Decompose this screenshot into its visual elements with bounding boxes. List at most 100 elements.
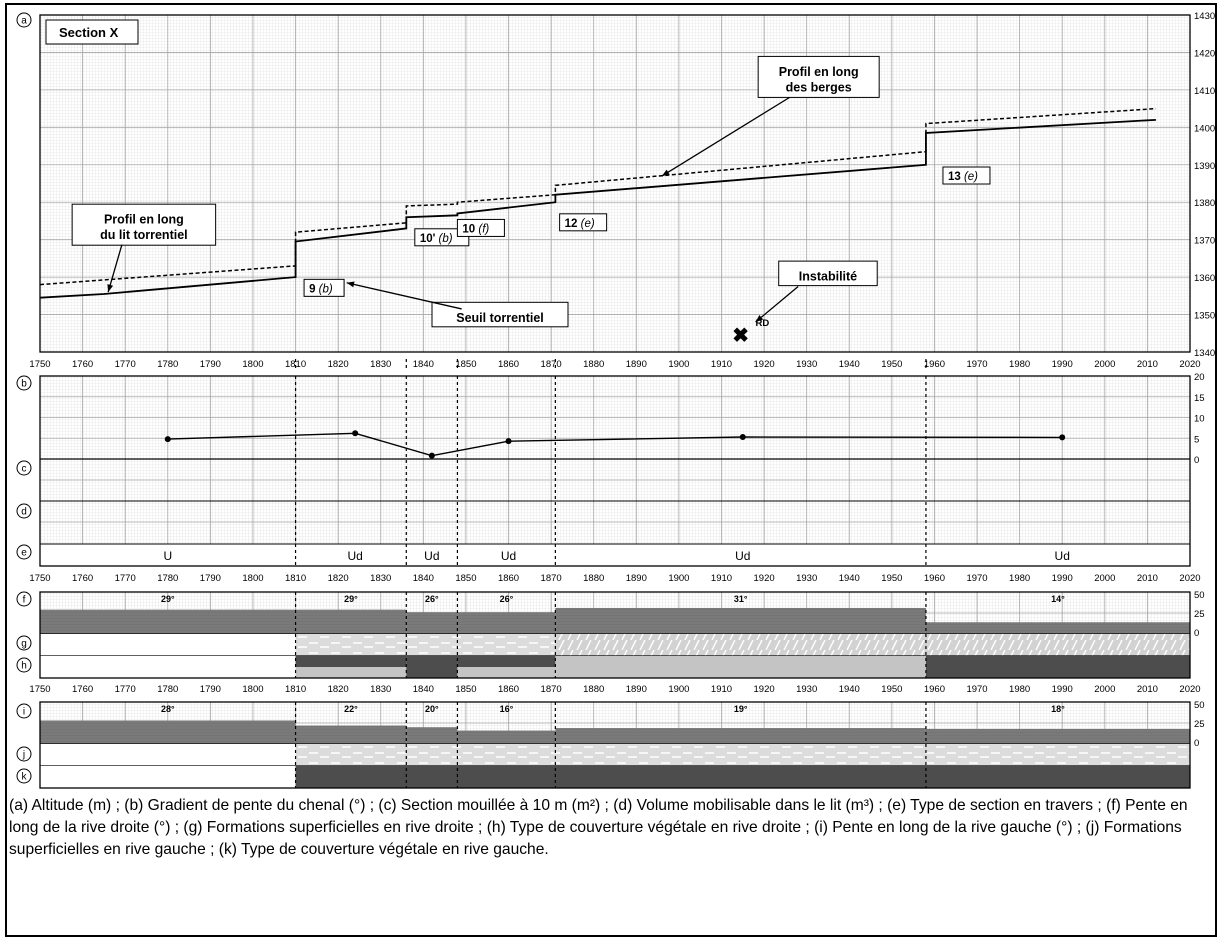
annotation-seuil-arrow-head bbox=[346, 281, 355, 288]
slope-label: 20° bbox=[425, 704, 439, 714]
x-tick-label: 1980 bbox=[1009, 359, 1030, 370]
sill-label: 9 (b) bbox=[309, 283, 333, 295]
panel-letter-circle bbox=[16, 635, 32, 651]
x-tick-label: 1860 bbox=[498, 359, 519, 370]
x-tick-label: 1810 bbox=[285, 684, 306, 695]
cover-segment bbox=[40, 656, 296, 678]
x-tick-label: 1950 bbox=[881, 573, 902, 584]
instability-marker: ✖ bbox=[732, 325, 749, 347]
sill-label-box bbox=[303, 278, 345, 297]
annotation-profil-berges-arrow-head bbox=[661, 169, 670, 177]
y-tick-label: 1380 bbox=[1194, 198, 1215, 209]
x-tick-label: 1850 bbox=[455, 684, 476, 695]
sill-label: 10 (f) bbox=[462, 223, 489, 235]
panel-letter-circle bbox=[16, 768, 32, 784]
x-tick-label: 1920 bbox=[754, 573, 775, 584]
slope-label: 26° bbox=[425, 594, 439, 604]
cover-segment bbox=[925, 656, 1190, 678]
slope-label: 28° bbox=[161, 704, 175, 714]
y-tick-label: 25 bbox=[1194, 609, 1205, 620]
x-tick-label: 1850 bbox=[455, 573, 476, 584]
annotation-profil-berges: Profil en long bbox=[779, 65, 859, 79]
y-tick-label: 1350 bbox=[1194, 311, 1215, 322]
annotation-profil-berges-arrow bbox=[661, 96, 790, 177]
slope-bar bbox=[555, 607, 926, 634]
formation-segment bbox=[555, 634, 926, 656]
sill-label-box bbox=[414, 228, 470, 247]
x-tick-label: 1850 bbox=[455, 359, 476, 370]
panel-letter-e: e bbox=[21, 548, 27, 559]
slope-bar bbox=[406, 727, 458, 744]
figure-caption: (a) Altitude (m) ; (b) Gradient de pente… bbox=[9, 797, 1188, 858]
slope-label: 19° bbox=[734, 704, 748, 714]
slope-bar bbox=[295, 725, 407, 744]
panel-letter-circle bbox=[16, 703, 32, 719]
x-tick-label: 1760 bbox=[72, 573, 93, 584]
x-tick-label: 1810 bbox=[285, 359, 306, 370]
series-line-berges bbox=[39, 107, 1156, 286]
x-tick-label: 1830 bbox=[370, 684, 391, 695]
x-tick-label: 1860 bbox=[498, 573, 519, 584]
x-tick-label: 1830 bbox=[370, 573, 391, 584]
x-tick-label: 1750 bbox=[29, 359, 50, 370]
slope-bar bbox=[925, 728, 1190, 744]
gradient-point bbox=[352, 430, 359, 437]
annotation-profil-lit-box bbox=[71, 203, 217, 246]
y-tick-label: 1430 bbox=[1194, 11, 1215, 22]
panel-letter-i: i bbox=[23, 707, 25, 718]
annotation-instabilite: Instabilité bbox=[799, 270, 857, 284]
gradient-point bbox=[505, 438, 512, 445]
x-tick-label: 1900 bbox=[668, 684, 689, 695]
annotation-seuil-box bbox=[431, 301, 569, 328]
panel-letter-circle bbox=[16, 746, 32, 762]
x-tick-label: 1890 bbox=[626, 573, 647, 584]
annotation-instabilite-arrow bbox=[755, 285, 799, 323]
x-tick-label: 1790 bbox=[200, 359, 221, 370]
x-tick-label: 2020 bbox=[1179, 573, 1200, 584]
x-tick-label: 1900 bbox=[668, 573, 689, 584]
x-tick-label: 1790 bbox=[200, 684, 221, 695]
x-tick-label: 1880 bbox=[583, 359, 604, 370]
sill-label: 13 (e) bbox=[948, 171, 978, 183]
x-tick-label: 1860 bbox=[498, 684, 519, 695]
slope-bar bbox=[457, 612, 556, 634]
chart-title: Section X bbox=[59, 25, 119, 40]
slope-bar bbox=[40, 720, 296, 744]
panel-letter-a: a bbox=[21, 16, 27, 27]
annotation-seuil: Seuil torrentiel bbox=[456, 311, 544, 325]
x-tick-label: 1930 bbox=[796, 573, 817, 584]
panel-letter-circle bbox=[16, 12, 32, 28]
annotation-profil-lit: du lit torrentiel bbox=[100, 228, 188, 242]
panel-a-frame bbox=[39, 14, 1191, 353]
panel-letter-circle bbox=[16, 460, 32, 476]
slope-label: 29° bbox=[161, 594, 175, 604]
y-tick-label: 0 bbox=[1194, 628, 1199, 639]
gradient-point bbox=[739, 434, 746, 441]
x-tick-label: 1910 bbox=[711, 359, 732, 370]
y-tick-label: 0 bbox=[1194, 738, 1199, 749]
x-tick-label: 2000 bbox=[1094, 573, 1115, 584]
y-tick-label: 20 bbox=[1194, 372, 1205, 383]
x-tick-label: 1990 bbox=[1052, 684, 1073, 695]
series-line-lit bbox=[39, 118, 1156, 299]
x-tick-label: 1960 bbox=[924, 359, 945, 370]
annotation-instabilite-box bbox=[778, 260, 878, 287]
x-tick-label: 1890 bbox=[626, 359, 647, 370]
section-type-label: Ud bbox=[735, 549, 750, 563]
cover-segment bbox=[555, 656, 926, 678]
x-tick-label: 1840 bbox=[413, 573, 434, 584]
x-tick-label: 1870 bbox=[541, 359, 562, 370]
x-tick-label: 1830 bbox=[370, 359, 391, 370]
annotation-instabilite-arrow-head bbox=[755, 315, 764, 323]
formation-segment bbox=[295, 634, 556, 656]
panel-letter-j: j bbox=[22, 750, 25, 761]
x-tick-label: 1920 bbox=[754, 359, 775, 370]
panel-e-background bbox=[40, 544, 1190, 566]
cover-segment bbox=[295, 766, 1190, 788]
slope-bar bbox=[555, 728, 926, 744]
slope-label: 14° bbox=[1051, 594, 1065, 604]
section-type-label: Ud bbox=[1055, 549, 1070, 563]
x-tick-label: 2020 bbox=[1179, 684, 1200, 695]
x-tick-label: 1980 bbox=[1009, 684, 1030, 695]
